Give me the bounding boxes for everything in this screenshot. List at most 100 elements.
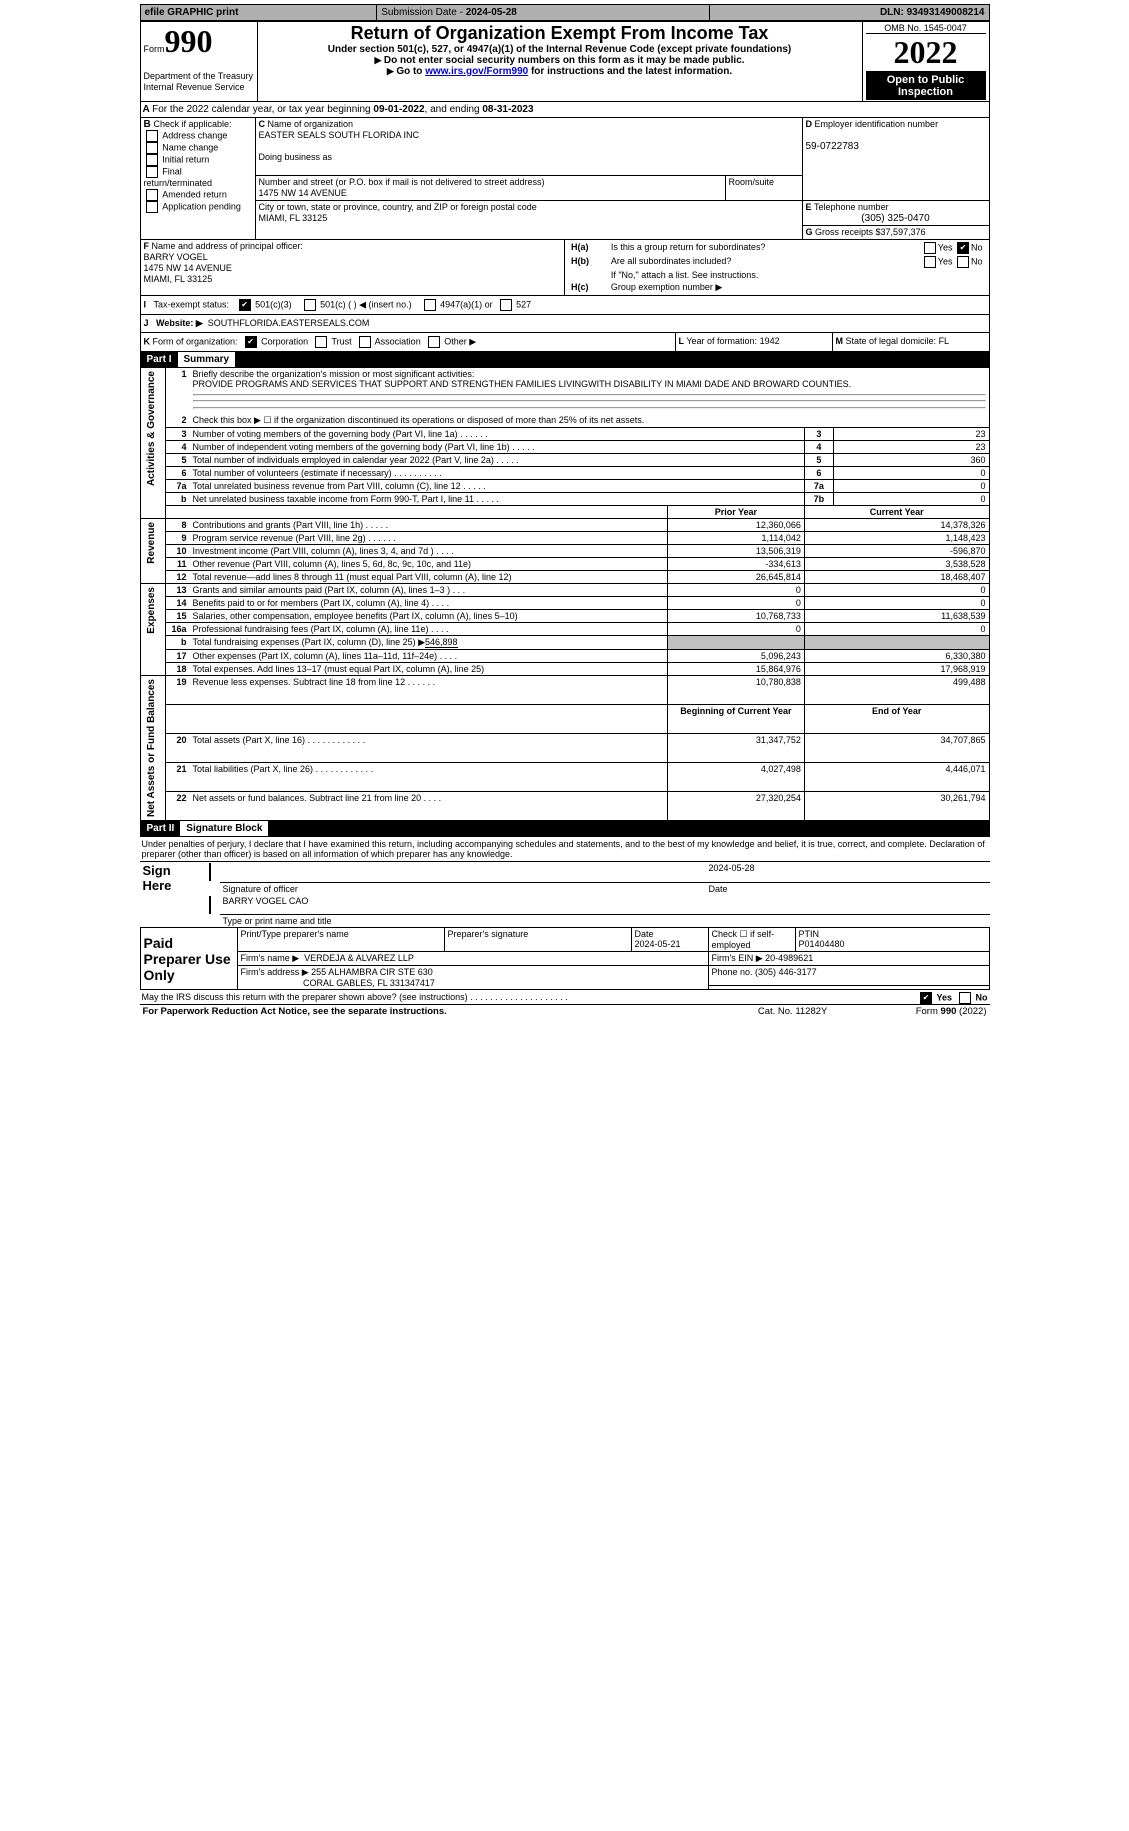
check-assoc[interactable] bbox=[359, 336, 371, 348]
line7a-val: 0 bbox=[833, 480, 989, 493]
line10: Investment income (Part VIII, column (A)… bbox=[190, 545, 668, 558]
cat-no: Cat. No. 11282Y bbox=[722, 1005, 864, 1018]
entity-block: B Check if applicable: Address change Na… bbox=[140, 118, 990, 240]
part1-table: Activities & Governance 1 Briefly descri… bbox=[140, 368, 990, 821]
pra-notice: For Paperwork Reduction Act Notice, see … bbox=[143, 1006, 447, 1017]
website: SOUTHFLORIDA.EASTERSEALS.COM bbox=[208, 318, 370, 328]
city-label: City or town, state or province, country… bbox=[259, 202, 537, 212]
hb-no[interactable] bbox=[957, 256, 969, 268]
e-label: Telephone number bbox=[814, 202, 889, 212]
tax-year: 2022 bbox=[866, 34, 986, 72]
line11: Other revenue (Part VIII, column (A), li… bbox=[190, 558, 668, 571]
prep-date: 2024-05-21 bbox=[635, 939, 681, 949]
hc-label: Group exemption number ▶ bbox=[608, 281, 986, 294]
check-final-return[interactable] bbox=[146, 166, 158, 178]
open-to-public: Open to Public Inspection bbox=[866, 72, 986, 100]
officer-street: 1475 NW 14 AVENUE bbox=[144, 263, 232, 273]
dba-label: Doing business as bbox=[259, 152, 333, 162]
dln-cell: DLN: 93493149008214 bbox=[729, 5, 989, 21]
ha-yes[interactable] bbox=[924, 242, 936, 254]
c-name-label: Name of organization bbox=[268, 119, 354, 129]
room-label: Room/suite bbox=[729, 177, 775, 187]
officer-name: BARRY VOGEL bbox=[144, 252, 208, 262]
line18: Total expenses. Add lines 13–17 (must eq… bbox=[190, 663, 668, 676]
line17: Other expenses (Part IX, column (A), lin… bbox=[190, 650, 668, 663]
telephone: (305) 325-0470 bbox=[806, 213, 986, 224]
footer: For Paperwork Reduction Act Notice, see … bbox=[140, 1005, 990, 1018]
dept-treasury: Department of the Treasury bbox=[144, 71, 254, 81]
part2-header: Part IISignature Block bbox=[140, 821, 990, 837]
line8: Contributions and grants (Part VIII, lin… bbox=[190, 519, 668, 532]
f-label: Name and address of principal officer: bbox=[152, 241, 303, 251]
discuss-yes[interactable] bbox=[920, 992, 932, 1004]
ptin: P01404480 bbox=[799, 939, 845, 949]
paid-preparer-block: Paid Preparer Use Only Print/Type prepar… bbox=[140, 928, 990, 990]
line19: Revenue less expenses. Subtract line 18 … bbox=[190, 676, 668, 705]
check-app-pending[interactable] bbox=[146, 201, 158, 213]
discuss-no[interactable] bbox=[959, 992, 971, 1004]
check-name-change[interactable] bbox=[146, 142, 158, 154]
line6-val: 0 bbox=[833, 467, 989, 480]
city: MIAMI, FL 33125 bbox=[259, 213, 328, 223]
sign-here-block: Sign Here 2024-05-28 Signature of office… bbox=[140, 862, 990, 928]
line-i: I Tax-exempt status: 501(c)(3) 501(c) ( … bbox=[140, 296, 990, 315]
check-corp[interactable] bbox=[245, 336, 257, 348]
ein: 59-0722783 bbox=[806, 141, 859, 152]
line1-label: Briefly describe the organization's miss… bbox=[193, 369, 475, 379]
state-domicile: FL bbox=[939, 336, 950, 346]
omb-number: OMB No. 1545-0047 bbox=[866, 23, 986, 34]
org-name: EASTER SEALS SOUTH FLORIDA INC bbox=[259, 130, 420, 140]
firm-addr2: CORAL GABLES, FL 331347417 bbox=[303, 978, 435, 988]
ha-no[interactable] bbox=[957, 242, 969, 254]
firm-addr1: 255 ALHAMBRA CIR STE 630 bbox=[311, 967, 433, 977]
check-trust[interactable] bbox=[315, 336, 327, 348]
goto-suffix: for instructions and the latest informat… bbox=[528, 66, 732, 77]
sign-here: Sign Here bbox=[143, 863, 172, 893]
line6: Total number of volunteers (estimate if … bbox=[190, 467, 805, 480]
line-klm: K Form of organization: Corporation Trus… bbox=[140, 333, 990, 352]
part1-header: Part ISummary bbox=[140, 352, 990, 368]
check-4947[interactable] bbox=[424, 299, 436, 311]
paid-preparer-label: Paid Preparer Use Only bbox=[144, 935, 231, 983]
irs-link[interactable]: www.irs.gov/Form990 bbox=[425, 66, 528, 77]
line9: Program service revenue (Part VIII, line… bbox=[190, 532, 668, 545]
check-501c3[interactable] bbox=[239, 299, 251, 311]
check-amended[interactable] bbox=[146, 189, 158, 201]
firm-ein: 20-4989621 bbox=[765, 953, 813, 963]
line5-val: 360 bbox=[833, 454, 989, 467]
line-a: A For the 2022 calendar year, or tax yea… bbox=[140, 102, 990, 118]
section-ag: Activities & Governance bbox=[144, 369, 159, 488]
check-other[interactable] bbox=[428, 336, 440, 348]
current-year-hdr: Current Year bbox=[804, 506, 989, 519]
sig-label: Signature of officer bbox=[220, 882, 706, 895]
form-number: 990 bbox=[165, 23, 213, 59]
check-527[interactable] bbox=[500, 299, 512, 311]
line1-value: PROVIDE PROGRAMS AND SERVICES THAT SUPPO… bbox=[193, 379, 852, 389]
f-h-block: F Name and address of principal officer:… bbox=[140, 240, 990, 296]
line-j: J Website: ▶ SOUTHFLORIDA.EASTERSEALS.CO… bbox=[140, 315, 990, 333]
check-address-change[interactable] bbox=[146, 130, 158, 142]
hb-yes[interactable] bbox=[924, 256, 936, 268]
line4: Number of independent voting members of … bbox=[190, 441, 805, 454]
form-word: Form bbox=[144, 44, 165, 54]
section-na: Net Assets or Fund Balances bbox=[144, 677, 159, 819]
date-label: Date bbox=[706, 882, 990, 895]
hb-label: Are all subordinates included? bbox=[608, 255, 875, 269]
check-initial-return[interactable] bbox=[146, 154, 158, 166]
prior-year-hdr: Prior Year bbox=[667, 506, 804, 519]
section-exp: Expenses bbox=[144, 585, 159, 636]
typed-name: BARRY VOGEL CAO bbox=[220, 895, 990, 915]
street: 1475 NW 14 AVENUE bbox=[259, 188, 347, 198]
line16a: Professional fundraising fees (Part IX, … bbox=[190, 623, 668, 636]
form-header: Form990 Department of the Treasury Inter… bbox=[140, 21, 990, 102]
form-footer: Form 990 (2022) bbox=[916, 1006, 987, 1017]
subtitle-1: Under section 501(c), 527, or 4947(a)(1)… bbox=[261, 44, 859, 55]
line15: Salaries, other compensation, employee b… bbox=[190, 610, 668, 623]
check-501c[interactable] bbox=[304, 299, 316, 311]
gross-receipts: 37,597,376 bbox=[881, 227, 926, 237]
b-label: Check if applicable: bbox=[154, 119, 232, 129]
typed-label: Type or print name and title bbox=[220, 915, 990, 928]
line20: Total assets (Part X, line 16) . . . . .… bbox=[190, 734, 668, 763]
irs-label: Internal Revenue Service bbox=[144, 82, 245, 92]
self-employed: Check ☐ if self-employed bbox=[708, 928, 795, 952]
